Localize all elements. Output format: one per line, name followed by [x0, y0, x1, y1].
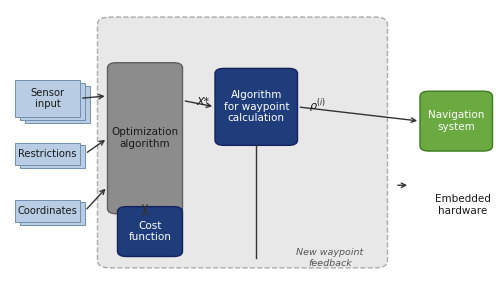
- FancyBboxPatch shape: [20, 145, 85, 168]
- Text: Restrictions: Restrictions: [18, 149, 77, 159]
- Text: Cost
function: Cost function: [128, 221, 172, 242]
- FancyBboxPatch shape: [98, 17, 388, 268]
- FancyBboxPatch shape: [25, 86, 90, 123]
- Text: Sensor
input: Sensor input: [30, 87, 64, 109]
- FancyBboxPatch shape: [215, 68, 298, 145]
- FancyBboxPatch shape: [20, 83, 85, 120]
- Text: Algorithm
for waypoint
calculation: Algorithm for waypoint calculation: [224, 90, 289, 123]
- FancyBboxPatch shape: [15, 200, 80, 222]
- Text: New waypoint
feedback: New waypoint feedback: [296, 248, 364, 268]
- Text: Optimization
algorithm: Optimization algorithm: [112, 127, 178, 149]
- FancyBboxPatch shape: [118, 207, 182, 256]
- FancyBboxPatch shape: [108, 63, 182, 214]
- Text: Coordinates: Coordinates: [18, 206, 78, 216]
- Text: $\rho^{(i)}$: $\rho^{(i)}$: [310, 96, 326, 115]
- Text: Navigation
system: Navigation system: [428, 110, 484, 132]
- FancyBboxPatch shape: [20, 202, 85, 225]
- FancyBboxPatch shape: [15, 80, 80, 117]
- Text: Embedded
hardware: Embedded hardware: [435, 194, 491, 216]
- FancyBboxPatch shape: [15, 142, 80, 165]
- FancyBboxPatch shape: [420, 91, 492, 151]
- Text: X*: X*: [196, 97, 209, 107]
